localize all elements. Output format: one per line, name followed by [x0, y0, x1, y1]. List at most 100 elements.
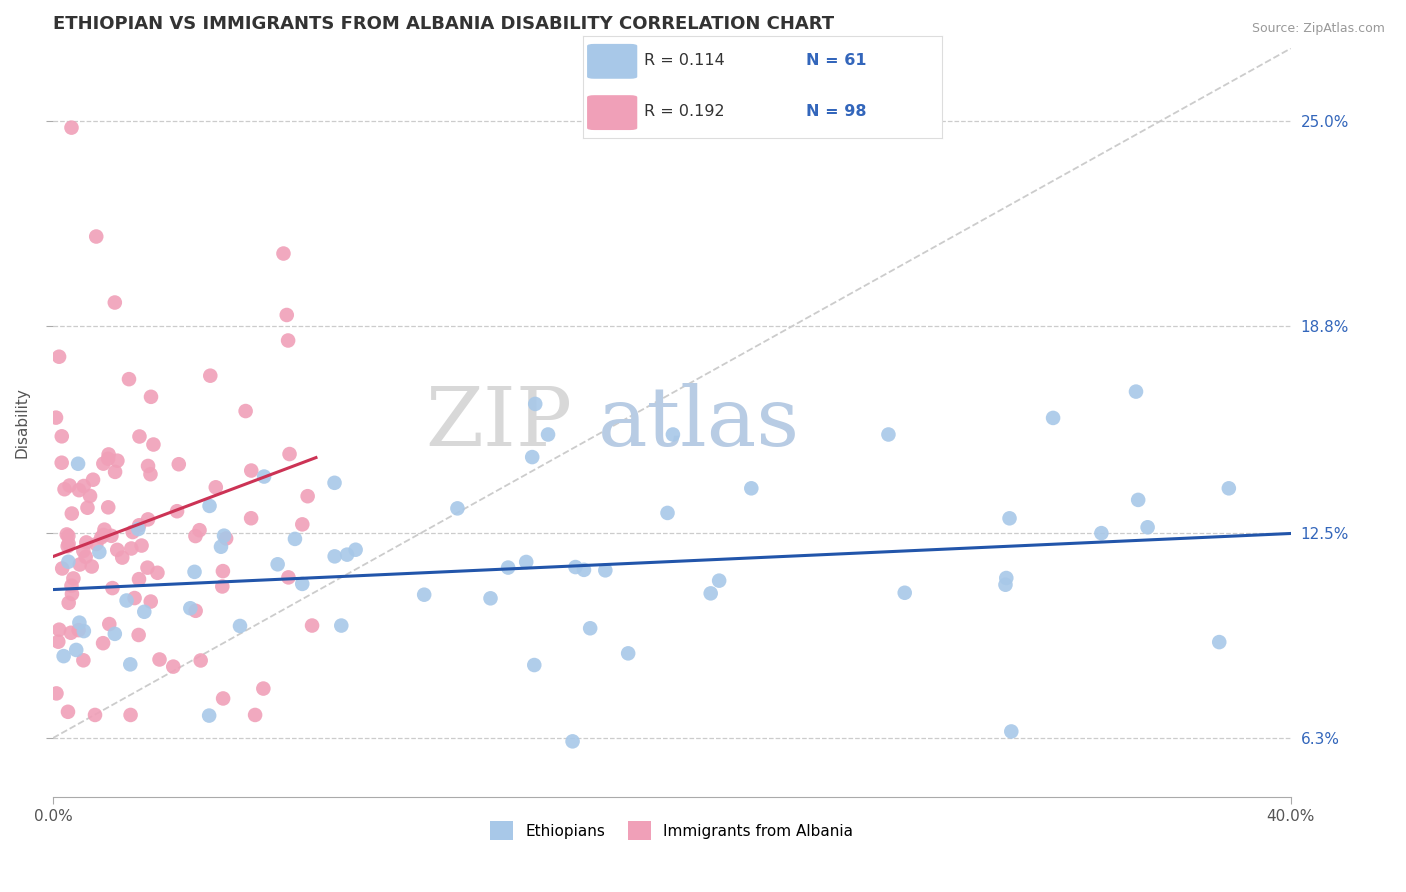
Point	[579, 621, 602, 635]
Point	[60, 579, 83, 593]
Text: R = 0.114: R = 0.114	[644, 53, 725, 68]
Point	[662, 427, 685, 442]
Point	[72, 544, 94, 558]
Point	[179, 601, 201, 615]
Point	[291, 577, 314, 591]
Point	[252, 681, 274, 696]
Point	[198, 708, 221, 723]
Text: Source: ZipAtlas.com: Source: ZipAtlas.com	[1251, 22, 1385, 36]
Point	[278, 447, 301, 461]
Point	[522, 450, 544, 464]
Point	[994, 578, 1017, 592]
Point	[537, 427, 560, 442]
Point	[142, 437, 165, 451]
Point	[240, 511, 263, 525]
Point	[120, 541, 142, 556]
Point	[1128, 492, 1150, 507]
Point	[301, 618, 323, 632]
Point	[67, 615, 90, 630]
Point	[72, 653, 94, 667]
Point	[69, 558, 91, 572]
Point	[67, 457, 90, 471]
Point	[188, 523, 211, 537]
Point	[1208, 635, 1230, 649]
Point	[73, 479, 96, 493]
Point	[148, 652, 170, 666]
Point	[139, 390, 162, 404]
Point	[139, 467, 162, 482]
Point	[89, 545, 111, 559]
Point	[1000, 724, 1022, 739]
Point	[136, 560, 159, 574]
Text: atlas: atlas	[598, 383, 800, 463]
Text: ZIP: ZIP	[426, 383, 572, 463]
Point	[276, 308, 298, 322]
Point	[243, 708, 266, 723]
Text: N = 61: N = 61	[806, 53, 866, 68]
Point	[51, 456, 73, 470]
Point	[60, 120, 83, 135]
Point	[1218, 481, 1240, 495]
Point	[1090, 526, 1112, 541]
Text: ETHIOPIAN VS IMMIGRANTS FROM ALBANIA DISABILITY CORRELATION CHART: ETHIOPIAN VS IMMIGRANTS FROM ALBANIA DIS…	[53, 15, 834, 33]
Point	[75, 549, 97, 564]
Point	[120, 708, 142, 723]
Point	[79, 489, 101, 503]
Point	[56, 705, 79, 719]
Point	[240, 464, 263, 478]
Point	[104, 465, 127, 479]
Point	[212, 691, 235, 706]
Point	[595, 563, 617, 577]
Point	[100, 529, 122, 543]
Legend: Ethiopians, Immigrants from Albania: Ethiopians, Immigrants from Albania	[484, 815, 859, 846]
Point	[336, 548, 359, 562]
Point	[139, 594, 162, 608]
Point	[1136, 520, 1159, 534]
Point	[93, 528, 115, 542]
Point	[235, 404, 257, 418]
Point	[48, 350, 70, 364]
Point	[97, 500, 120, 515]
Point	[91, 636, 114, 650]
Point	[59, 625, 82, 640]
Point	[273, 246, 295, 260]
Y-axis label: Disability: Disability	[15, 387, 30, 458]
Point	[75, 535, 97, 549]
FancyBboxPatch shape	[588, 44, 637, 78]
Point	[82, 473, 104, 487]
Point	[104, 627, 127, 641]
Point	[277, 570, 299, 584]
Point	[229, 619, 252, 633]
Point	[198, 499, 221, 513]
Point	[101, 581, 124, 595]
Point	[80, 559, 103, 574]
Point	[204, 480, 226, 494]
Point	[572, 563, 595, 577]
Point	[134, 605, 156, 619]
Point	[524, 397, 547, 411]
Point	[707, 574, 730, 588]
Point	[98, 617, 121, 632]
Point	[73, 624, 96, 638]
Point	[212, 529, 235, 543]
Point	[46, 634, 69, 648]
Point	[413, 588, 436, 602]
Point	[62, 571, 84, 585]
Point	[118, 372, 141, 386]
Point	[124, 591, 146, 605]
Point	[146, 566, 169, 580]
Point	[446, 501, 468, 516]
Point	[184, 529, 207, 543]
Point	[111, 550, 134, 565]
Point	[284, 532, 307, 546]
Point	[84, 708, 107, 723]
Point	[209, 540, 232, 554]
Point	[120, 657, 142, 672]
Point	[330, 618, 353, 632]
Point	[51, 561, 73, 575]
Text: R = 0.192: R = 0.192	[644, 104, 725, 120]
Point	[121, 524, 143, 539]
Point	[215, 532, 238, 546]
Point	[1125, 384, 1147, 399]
Point	[128, 628, 150, 642]
